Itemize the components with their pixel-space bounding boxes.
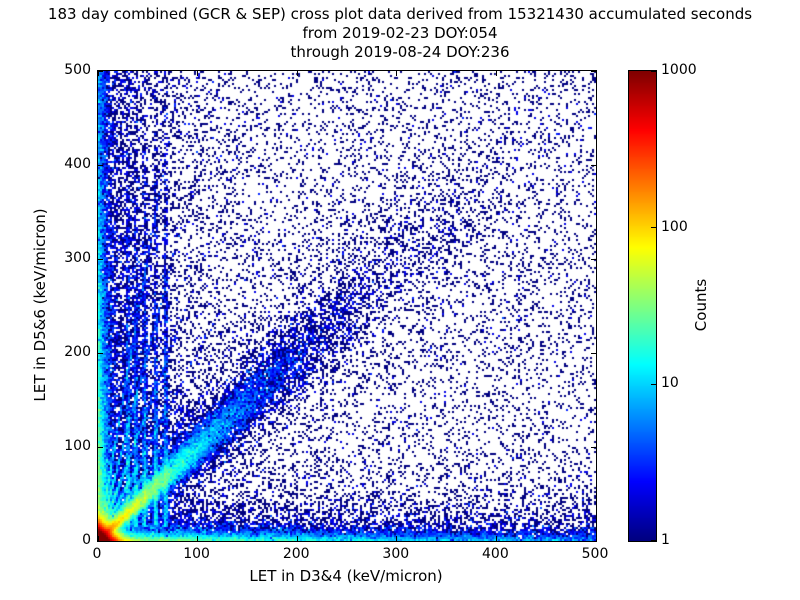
- colorbar-gradient: [629, 71, 656, 541]
- y-tick-mark: [98, 446, 103, 448]
- y-tick-mark: [98, 352, 103, 354]
- y-tick-mark: [591, 352, 596, 354]
- y-tick-label: 0: [82, 532, 91, 548]
- y-tick-label: 300: [64, 250, 91, 266]
- y-tick-mark: [98, 258, 103, 260]
- x-tick-mark: [197, 71, 199, 76]
- y-tick-label: 500: [64, 62, 91, 78]
- colorbar-tick-label: 1000: [661, 62, 697, 78]
- x-tick-mark: [595, 71, 597, 76]
- scatter-canvas: [98, 71, 596, 541]
- x-tick-label: 200: [282, 546, 310, 562]
- colorbar-label: Counts: [692, 278, 710, 332]
- colorbar-tick-label: 10: [661, 375, 679, 392]
- y-tick-label: 200: [64, 344, 91, 360]
- y-tick-mark: [591, 164, 596, 166]
- x-tick-label: 400: [482, 546, 509, 562]
- chart-title-line1: 183 day combined (GCR & SEP) cross plot …: [47, 5, 753, 23]
- y-tick-mark: [98, 540, 103, 542]
- colorbar-tick-mark: [651, 540, 656, 541]
- x-tick-label: 100: [183, 546, 210, 562]
- chart-title-line2: from 2019-02-23 DOY:054: [302, 24, 498, 42]
- y-tick-mark: [591, 540, 596, 542]
- x-tick-mark: [296, 536, 298, 541]
- x-tick-mark: [197, 536, 199, 541]
- colorbar-tick-label: 1: [661, 532, 670, 548]
- colorbar: [628, 70, 657, 542]
- x-axis-label: LET in D3&4 (keV/micron): [249, 567, 443, 585]
- y-tick-mark: [591, 70, 596, 72]
- x-tick-label: 300: [382, 546, 410, 562]
- colorbar-tick-label: 100: [661, 218, 688, 235]
- y-tick-mark: [98, 70, 103, 72]
- plot-area: [97, 70, 597, 542]
- colorbar-tick-mark: [651, 71, 656, 72]
- colorbar-tick-mark: [651, 383, 656, 385]
- y-tick-label: 100: [64, 438, 91, 454]
- chart-title-line3: through 2019-08-24 DOY:236: [290, 43, 510, 61]
- y-tick-mark: [591, 258, 596, 260]
- x-tick-mark: [495, 536, 497, 541]
- x-tick-mark: [495, 71, 497, 76]
- x-tick-mark: [296, 71, 298, 76]
- x-tick-mark: [396, 536, 398, 541]
- y-tick-mark: [591, 446, 596, 448]
- chart-title: 183 day combined (GCR & SEP) cross plot …: [0, 5, 800, 62]
- x-tick-mark: [97, 71, 99, 76]
- x-tick-mark: [396, 71, 398, 76]
- colorbar-tick-mark: [651, 227, 656, 229]
- y-axis-label: LET in D5&6 (keV/micron): [31, 208, 49, 402]
- x-tick-mark: [97, 536, 99, 541]
- x-tick-mark: [595, 536, 597, 541]
- y-tick-label: 400: [64, 156, 91, 172]
- x-tick-label: 0: [92, 546, 102, 562]
- x-tick-label: 500: [581, 546, 609, 562]
- y-tick-mark: [98, 164, 103, 166]
